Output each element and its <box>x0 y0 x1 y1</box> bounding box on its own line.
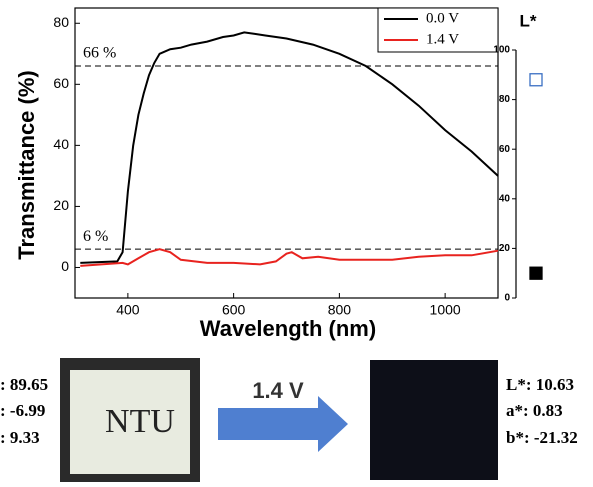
y-tick-label: 80 <box>53 14 69 30</box>
line-series <box>80 248 499 267</box>
y-tick-label: 40 <box>53 136 69 152</box>
point <box>529 266 543 280</box>
y-axis-label: Transmittance (%) <box>14 70 39 260</box>
right-value: a*: 0.83 <box>506 401 563 420</box>
x-tick-label: 1000 <box>430 302 461 318</box>
y-tick-label: 20 <box>53 197 69 213</box>
legend-label: 1.4 V <box>426 31 459 47</box>
line-series <box>80 31 499 264</box>
y-tick-label: 60 <box>499 144 511 155</box>
axis-title: L* <box>520 11 537 30</box>
y-tick-label: 40 <box>499 193 511 204</box>
y-tick-label: 80 <box>499 94 511 105</box>
reference-label: 6 % <box>83 228 108 245</box>
point <box>529 73 543 87</box>
x-axis-label: Wavelength (nm) <box>200 316 376 341</box>
right-value: L*: 10.63 <box>506 375 574 394</box>
device-window <box>70 370 190 474</box>
x-tick-label: 600 <box>222 302 246 318</box>
left-value: : 9.33 <box>0 428 40 447</box>
legend-label: 0.0 V <box>426 10 459 26</box>
y-tick-label: 0 <box>61 258 69 274</box>
y-tick-label: 20 <box>499 243 511 254</box>
device-colored <box>370 360 498 480</box>
y-tick-label: 100 <box>493 45 510 56</box>
device-label: NTU <box>105 403 175 440</box>
arrow <box>218 396 348 452</box>
right-value: b*: -21.32 <box>506 428 578 447</box>
x-tick-label: 800 <box>328 302 352 318</box>
y-tick-label: 60 <box>53 75 69 91</box>
left-value: : -6.99 <box>0 401 45 420</box>
y-tick-label: 0 <box>504 293 510 304</box>
x-tick-label: 400 <box>116 302 140 318</box>
legend-box <box>377 7 499 53</box>
arrow-label: 1.4 V <box>252 378 304 403</box>
reference-label: 66 % <box>83 45 116 62</box>
left-value: : 89.65 <box>0 375 48 394</box>
plot-frame <box>74 7 499 299</box>
